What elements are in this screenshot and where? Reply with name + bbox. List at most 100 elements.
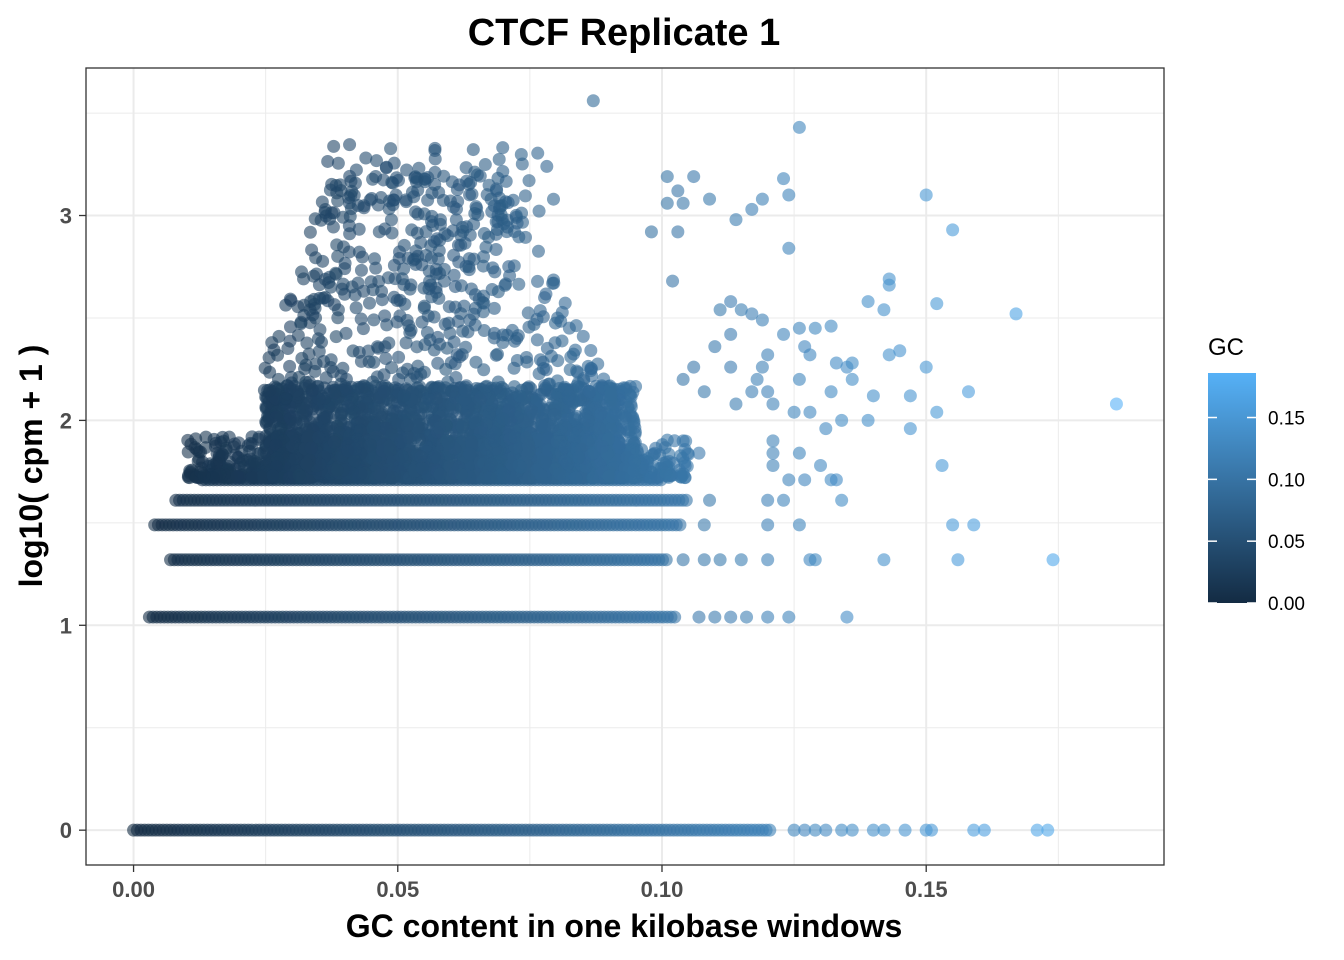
data-point (285, 439, 299, 453)
data-point (432, 185, 446, 199)
data-point (877, 553, 891, 567)
data-point (477, 227, 491, 241)
data-point (507, 380, 521, 394)
data-point (463, 447, 477, 461)
data-point (338, 256, 352, 270)
data-point (430, 232, 444, 246)
data-point (562, 388, 576, 402)
data-point (377, 384, 391, 398)
data-point (967, 823, 981, 837)
data-point (569, 471, 583, 485)
data-band (169, 493, 693, 507)
data-point (500, 328, 514, 342)
data-point (339, 326, 353, 340)
data-point (674, 468, 688, 482)
data-point (522, 174, 536, 188)
data-point (558, 296, 572, 310)
data-point (550, 391, 564, 405)
data-point (594, 407, 608, 421)
data-point (628, 454, 642, 468)
data-point (419, 249, 433, 263)
data-point (496, 141, 510, 155)
data-point (400, 418, 414, 432)
data-point (877, 823, 891, 837)
data-point (473, 393, 487, 407)
data-point (297, 298, 311, 312)
data-point (258, 361, 272, 375)
data-point (339, 382, 353, 396)
data-point (385, 361, 399, 375)
data-point (808, 553, 822, 567)
data-point (269, 410, 283, 424)
data-point (708, 610, 722, 624)
data-point (321, 154, 335, 168)
data-point (371, 405, 385, 419)
data-point (354, 467, 368, 481)
data-point (477, 250, 491, 264)
data-point (363, 438, 377, 452)
data-point (295, 265, 309, 279)
data-point (489, 227, 503, 241)
data-point (298, 362, 312, 376)
data-point (763, 823, 777, 837)
data-point (417, 301, 431, 315)
data-point (438, 317, 452, 331)
data-point (724, 610, 738, 624)
data-point (1046, 553, 1060, 567)
data-point (384, 142, 398, 156)
data-point (487, 326, 501, 340)
data-point (681, 446, 695, 460)
data-point (367, 355, 381, 369)
data-point (1030, 823, 1044, 837)
data-point (567, 347, 581, 361)
data-point (522, 471, 536, 485)
data-point (454, 467, 468, 481)
data-point (390, 171, 404, 185)
data-point (587, 471, 601, 485)
data-point (451, 238, 465, 252)
data-point (399, 195, 413, 209)
chart-title: CTCF Replicate 1 (468, 12, 781, 54)
data-point (349, 301, 363, 315)
data-point (487, 301, 501, 315)
data-point (245, 437, 259, 451)
data-point (520, 355, 534, 369)
data-point (379, 160, 393, 174)
data-point (655, 438, 669, 452)
data-point (439, 362, 453, 376)
data-point (312, 430, 326, 444)
data-point (227, 440, 241, 454)
data-point (616, 471, 630, 485)
data-point (263, 383, 277, 397)
data-point (420, 325, 434, 339)
data-point (369, 154, 383, 168)
data-point (334, 184, 348, 198)
data-point (409, 175, 423, 189)
data-point (597, 372, 611, 386)
data-point (866, 823, 880, 837)
data-point (352, 245, 366, 259)
data-point (489, 215, 503, 229)
data-point (630, 443, 644, 457)
data-point (383, 443, 397, 457)
data-point (181, 433, 195, 447)
data-point (546, 192, 560, 206)
data-point (511, 329, 525, 343)
data-point (428, 165, 442, 179)
data-point (613, 436, 627, 450)
data-point (657, 456, 671, 470)
data-point (476, 305, 490, 319)
data-point (583, 385, 597, 399)
data-band (164, 553, 673, 567)
data-point (396, 366, 410, 380)
data-point (321, 294, 335, 308)
data-point (331, 156, 345, 170)
data-point (337, 240, 351, 254)
data-point (782, 610, 796, 624)
data-point (490, 184, 504, 198)
data-point (448, 280, 462, 294)
data-point (271, 348, 285, 362)
data-point (531, 274, 545, 288)
